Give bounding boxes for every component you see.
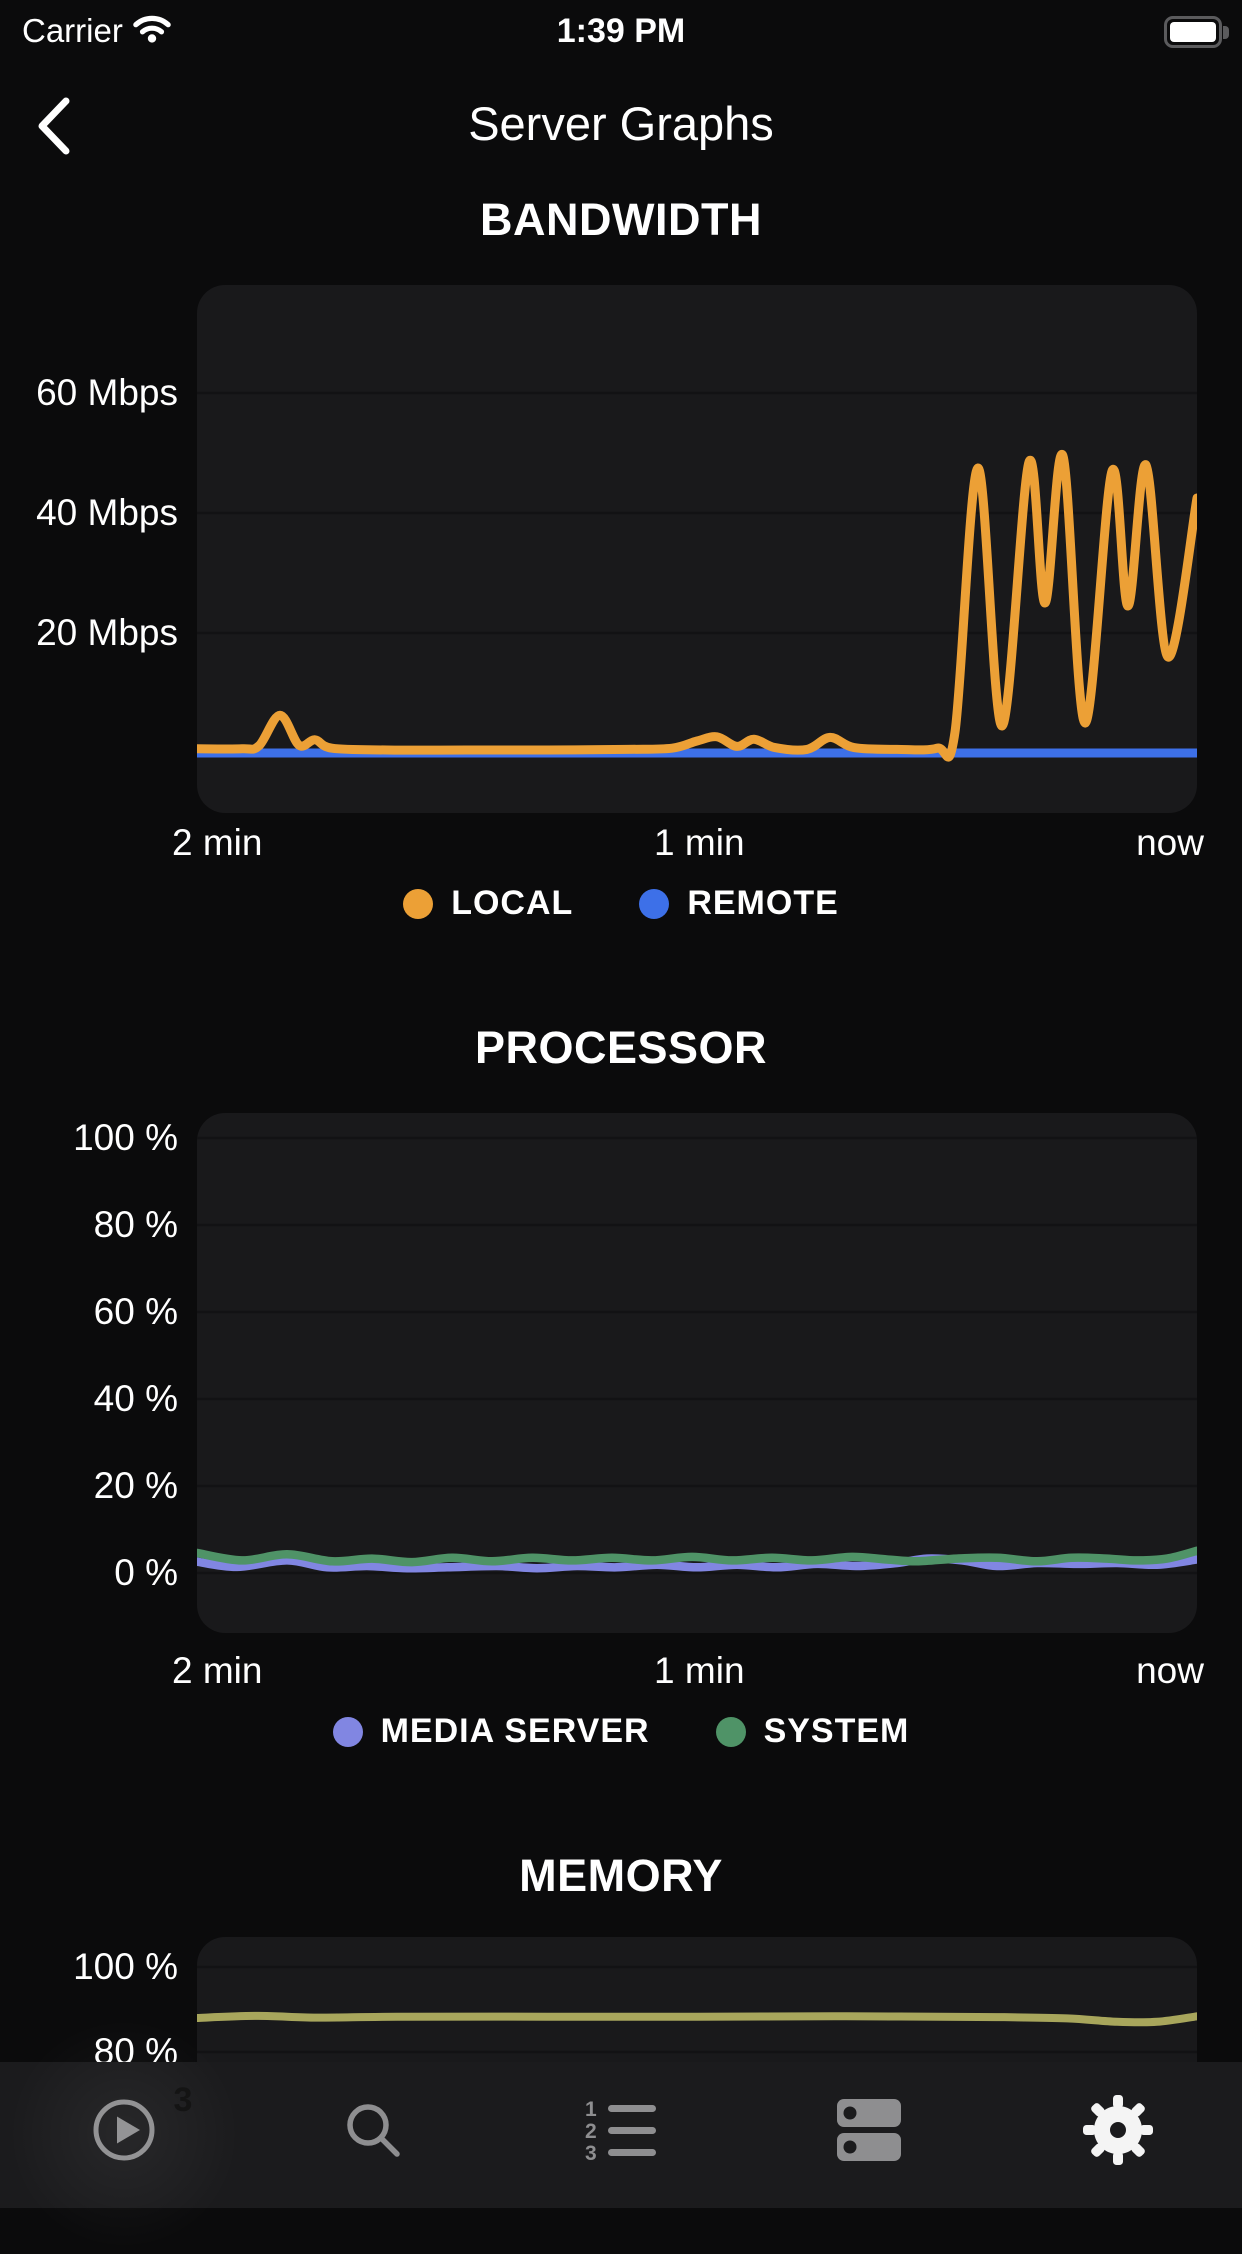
x-tick-label: now bbox=[1136, 822, 1204, 863]
play-circle-icon bbox=[90, 2096, 158, 2175]
battery-nub bbox=[1223, 26, 1229, 39]
activity-badge: 3 bbox=[173, 2080, 193, 2119]
svg-text:3: 3 bbox=[585, 2142, 597, 2161]
y-tick-label: 80 % bbox=[93, 1204, 178, 1245]
battery-fill bbox=[1170, 22, 1216, 42]
processor-x-axis-labels: 2 min 1 min now bbox=[172, 1650, 1204, 1692]
bandwidth-legend: LOCAL REMOTE bbox=[0, 884, 1242, 923]
legend-item-media-server: MEDIA SERVER bbox=[332, 1712, 650, 1751]
y-tick-label: 60 % bbox=[93, 1291, 178, 1332]
bandwidth-x-axis-labels: 2 min 1 min now bbox=[172, 822, 1204, 864]
section-title-memory: MEMORY bbox=[519, 1850, 723, 1901]
legend-dot-local bbox=[403, 888, 434, 919]
x-tick-label: 2 min bbox=[172, 822, 263, 863]
x-tick-label: 1 min bbox=[654, 822, 745, 863]
legend-dot-remote bbox=[639, 888, 670, 919]
y-tick-label: 60 Mbps bbox=[36, 372, 178, 413]
legend-item-local: LOCAL bbox=[403, 884, 573, 923]
tab-playlists[interactable]: 1 2 3 bbox=[497, 2062, 745, 2208]
page-title: Server Graphs bbox=[468, 97, 774, 150]
search-icon bbox=[342, 2099, 404, 2172]
numbered-list-icon: 1 2 3 bbox=[582, 2098, 660, 2172]
legend-label: REMOTE bbox=[687, 884, 839, 922]
svg-text:1: 1 bbox=[585, 2099, 597, 2121]
legend-dot-system bbox=[715, 1716, 746, 1747]
legend-item-system: SYSTEM bbox=[715, 1712, 910, 1751]
series-line bbox=[197, 2011, 1197, 2027]
x-tick-label: now bbox=[1136, 1650, 1204, 1691]
status-time: 1:39 PM bbox=[556, 12, 686, 50]
y-tick-label: 20 Mbps bbox=[36, 612, 178, 653]
x-tick-label: 2 min bbox=[172, 1650, 263, 1691]
section-title-processor: PROCESSOR bbox=[474, 1022, 768, 1073]
tab-servers[interactable] bbox=[745, 2062, 993, 2208]
y-tick-label: 0 % bbox=[114, 1552, 178, 1593]
tab-bar: 3 1 2 3 bbox=[0, 2014, 1242, 2254]
y-tick-label: 40 % bbox=[93, 1378, 178, 1419]
status-bar: Carrier 1:39 PM bbox=[0, 0, 1242, 64]
bandwidth-chart bbox=[197, 285, 1197, 813]
y-tick-label: 100 % bbox=[73, 1117, 178, 1158]
tab-search[interactable] bbox=[248, 2062, 496, 2208]
wifi-icon bbox=[133, 14, 171, 48]
carrier-label: Carrier bbox=[22, 12, 123, 49]
legend-dot-media-server bbox=[332, 1716, 363, 1747]
server-rack-icon bbox=[831, 2097, 907, 2174]
section-title-bandwidth: BANDWIDTH bbox=[480, 194, 762, 245]
back-button[interactable] bbox=[24, 92, 84, 162]
legend-label: MEDIA SERVER bbox=[380, 1712, 650, 1750]
processor-chart bbox=[197, 1113, 1197, 1633]
battery-icon bbox=[1164, 16, 1229, 48]
x-tick-label: 1 min bbox=[654, 1650, 745, 1691]
y-tick-label: 20 % bbox=[93, 1465, 178, 1506]
tab-settings[interactable] bbox=[994, 2062, 1242, 2208]
processor-legend: MEDIA SERVER SYSTEM bbox=[0, 1712, 1242, 1751]
legend-item-remote: REMOTE bbox=[639, 884, 838, 923]
gear-icon bbox=[1080, 2092, 1156, 2179]
chevron-left-icon bbox=[34, 97, 74, 161]
svg-text:2: 2 bbox=[585, 2120, 597, 2143]
carrier-group: Carrier bbox=[22, 12, 171, 50]
series-line bbox=[197, 1546, 1197, 1567]
y-tick-label: 100 % bbox=[73, 1946, 178, 1987]
series-line bbox=[197, 449, 1197, 762]
legend-label: SYSTEM bbox=[763, 1712, 910, 1750]
y-tick-label: 40 Mbps bbox=[36, 492, 178, 533]
tab-activity[interactable]: 3 bbox=[0, 2014, 248, 2254]
legend-label: LOCAL bbox=[451, 884, 574, 922]
